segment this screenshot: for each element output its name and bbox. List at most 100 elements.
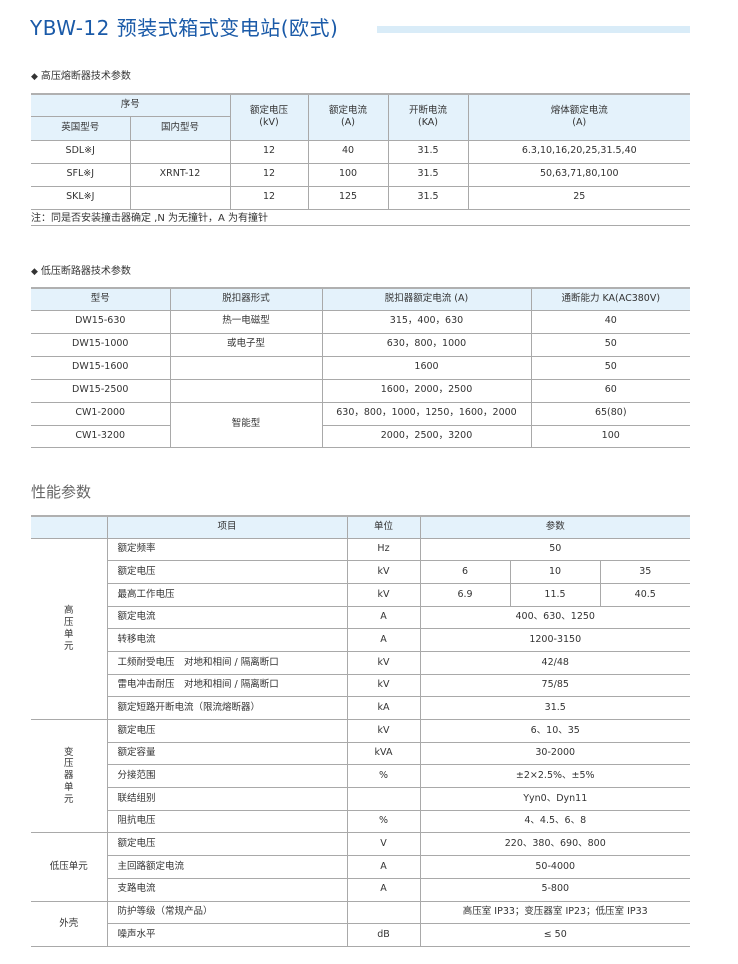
value-cell: 11.5 xyxy=(509,583,600,607)
unit-cell xyxy=(346,901,420,925)
diamond-icon: ◆ xyxy=(31,72,38,82)
item-cell: 分接范围 xyxy=(106,764,347,789)
table-row: CW1-3200 2000，2500，3200 100 xyxy=(31,425,690,448)
value-cell: 75/85 xyxy=(419,674,690,698)
th-serial: 序号 xyxy=(31,93,231,117)
th-params: 参数 xyxy=(419,515,690,539)
value-cell: 6、10、35 xyxy=(419,719,690,743)
unit-cell: % xyxy=(346,764,420,789)
value-cell: ±2×2.5%、±5% xyxy=(419,764,690,789)
unit-cell: % xyxy=(346,810,420,834)
item-cell: 防护等级（常规产品） xyxy=(106,901,347,925)
unit-cell: kV xyxy=(346,719,420,743)
item-cell: 雷电冲击耐压 对地和相间 / 隔离断口 xyxy=(106,674,347,698)
table-row: 主回路额定电流 A 50-4000 xyxy=(31,855,690,879)
th-model: 型号 xyxy=(31,287,170,311)
item-cell: 额定电压 xyxy=(106,560,347,584)
item-cell: 额定容量 xyxy=(106,742,347,766)
unit-cell: A xyxy=(346,855,420,879)
value-cell: 6 xyxy=(419,560,510,584)
table-row: DW15-2500 1600，2000，2500 60 xyxy=(31,379,690,403)
unit-cell: A xyxy=(346,878,420,902)
group-label: 高 压 单 元 xyxy=(31,538,107,720)
value-cell: 35 xyxy=(599,560,690,584)
item-cell: 额定电流 xyxy=(106,606,347,630)
item-cell: 联结组别 xyxy=(106,787,347,811)
th-voltage: 额定电压 (kV) xyxy=(229,93,309,141)
th-fuse-current: 熔体额定电流 (A) xyxy=(467,93,690,141)
table-row: 分接范围% ±2×2.5%、±5% xyxy=(31,764,690,789)
value-cell: 50 xyxy=(419,538,690,562)
group-label: 变 压 器 单 元 xyxy=(31,719,107,834)
unit-cell: kV xyxy=(346,560,420,584)
table-row: 转移电流 A 1200-3150 xyxy=(31,628,690,652)
perf-section-heading: 性能参数 xyxy=(31,483,92,501)
item-cell: 最高工作电压 xyxy=(106,583,347,607)
table-row: SKL※J 12 125 31.5 25 xyxy=(31,186,690,210)
value-cell: 31.5 xyxy=(419,696,690,720)
th-breaking: 开断电流 (KA) xyxy=(387,93,469,141)
th-trip-type: 脱扣器形式 xyxy=(169,287,322,311)
table-row: 额定容量 kVA 30-2000 xyxy=(31,742,690,766)
title-decor-bar xyxy=(377,26,690,33)
unit-cell: dB xyxy=(346,923,420,947)
unit-cell: kV xyxy=(346,651,420,675)
value-cell: 220、380、690、800 xyxy=(419,832,690,857)
th-item: 项目 xyxy=(106,515,347,539)
item-cell: 额定电压 xyxy=(106,719,347,743)
table-row: 额定电压 kV 6 10 35 xyxy=(31,560,690,584)
table-row: 额定短路开断电流（限流熔断器） kA 31.5 xyxy=(31,696,690,720)
breaker-table: 型号 脱扣器形式 脱扣器额定电流 (A) 通断能力 KA(AC380V) DW15-6… xyxy=(31,287,690,448)
fuse-section-label: 高压熔断器技术参数 xyxy=(40,71,131,82)
table-row: DW15-630 热一电磁型 315，400，630 40 xyxy=(31,310,690,334)
value-cell: 30-2000 xyxy=(419,742,690,766)
table-row: 工频耐受电压 对地和相间 / 隔离断口 kV 42/48 xyxy=(31,651,690,675)
item-cell: 额定短路开断电流（限流熔断器） xyxy=(106,696,347,720)
table-row: DW15-1000 或电子型 630，800，1000 50 xyxy=(31,333,690,357)
table-row: DW15-1600 1600 50 xyxy=(31,356,690,380)
unit-cell: V xyxy=(346,832,420,857)
th-capacity: 通断能力 KA(AC380V) xyxy=(530,287,690,311)
table-row: 噪声水平 dB ≤ 50 xyxy=(31,923,690,947)
fuse-note: 注：同是否安装撞击器确定 ,N 为无撞针，A 为有撞针 xyxy=(31,209,690,226)
value-cell: 40.5 xyxy=(599,583,690,607)
table-row: 雷电冲击耐压 对地和相间 / 隔离断口 kV 75/85 xyxy=(31,674,690,698)
group-label: 低压单元 xyxy=(31,832,107,902)
value-cell: Yyn0、Dyn11 xyxy=(419,787,690,811)
item-cell: 噪声水平 xyxy=(106,923,347,947)
table-row: 高 压 单 元额定频率 Hz 50 xyxy=(31,538,690,720)
value-cell: 6.9 xyxy=(419,583,510,607)
table-row: CW1-2000 智能型 630，800，1000，1250，1600，2000 65… xyxy=(31,402,690,448)
group-label: 外壳 xyxy=(31,901,107,947)
table-row: 低压单元 额定电压 V 220、380、690、800 xyxy=(31,832,690,902)
item-cell: 主回路额定电流 xyxy=(106,855,347,879)
th-current: 额定电流 (A) xyxy=(307,93,389,141)
unit-cell: Hz xyxy=(346,538,420,562)
breaker-section-label: 低压断路器技术参数 xyxy=(40,266,131,277)
unit-cell: A xyxy=(346,628,420,652)
unit-cell: kV xyxy=(346,583,420,607)
th-uk-model: 英国型号 xyxy=(31,116,130,141)
unit-cell: A xyxy=(346,606,420,630)
unit-cell: kV xyxy=(346,674,420,698)
unit-cell xyxy=(346,787,420,811)
table-row: SFL※J XRNT-12 12 100 31.5 50,63,71,80,100 xyxy=(31,163,690,187)
value-cell: 50-4000 xyxy=(419,855,690,879)
th-unit: 单位 xyxy=(346,515,420,539)
table-row: 联结组别 Yyn0、Dyn11 xyxy=(31,787,690,811)
table-row: SDL※J 12 40 31.5 6.3,10,16,20,25,31.5,40 xyxy=(31,140,690,164)
item-cell: 工频耐受电压 对地和相间 / 隔离断口 xyxy=(106,651,347,675)
value-cell: 400、630、1250 xyxy=(419,606,690,630)
unit-cell: kA xyxy=(346,696,420,720)
value-cell: 高压室 IP33；变压器室 IP23；低压室 IP33 xyxy=(419,901,690,925)
table-row: 阻抗电压% 4、4.5、6、8 xyxy=(31,810,690,834)
breaker-section-heading: ◆ 低压断路器技术参数 xyxy=(31,262,131,277)
value-cell: 1200-3150 xyxy=(419,628,690,652)
table-row: 变 压 器 单 元额定电压 kV 6、10、35 xyxy=(31,719,690,834)
table-row: 外壳 防护等级（常规产品） 高压室 IP33；变压器室 IP23；低压室 IP33 xyxy=(31,901,690,947)
item-cell: 转移电流 xyxy=(106,628,347,652)
th-trip-current: 脱扣器额定电流 (A) xyxy=(321,287,531,311)
table-row: 支路电流 A 5-800 xyxy=(31,878,690,902)
fuse-section-heading: ◆ 高压熔断器技术参数 xyxy=(31,67,131,82)
